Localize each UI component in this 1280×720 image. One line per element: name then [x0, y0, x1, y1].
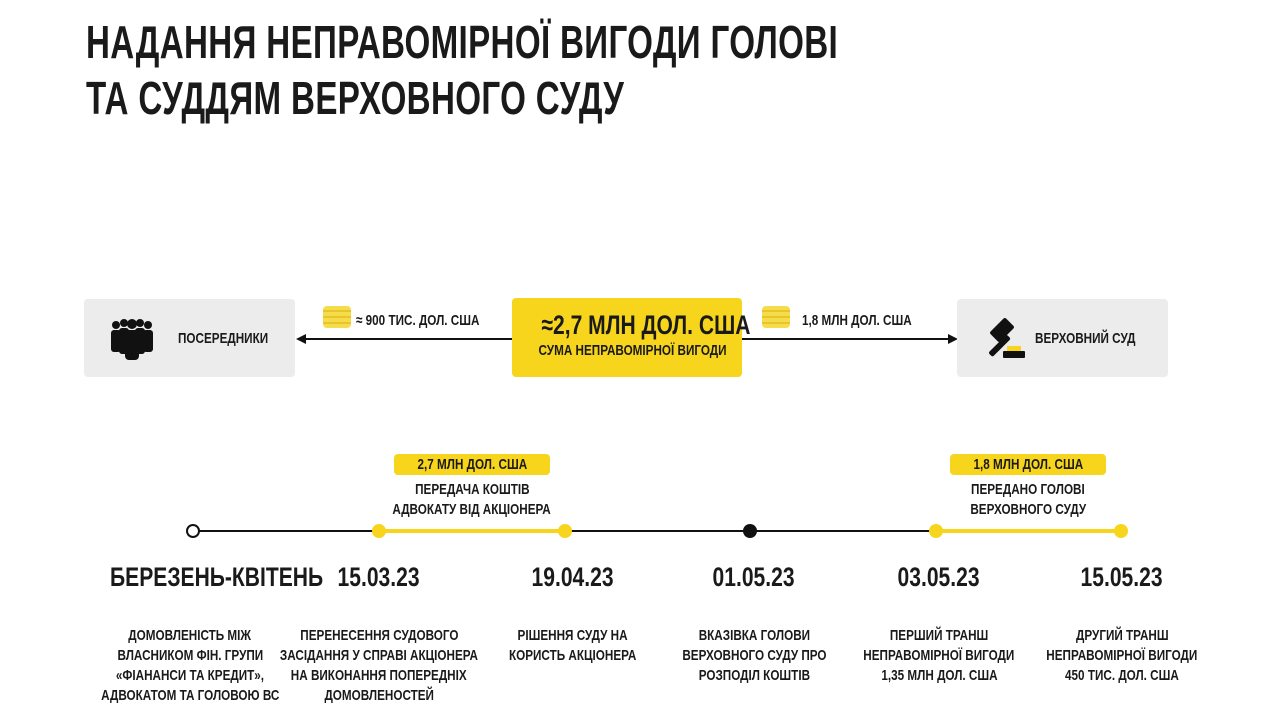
event-description: ДОМОВЛЕНІСТЬ МІЖ ВЛАСНИКОМ ФІН. ГРУПИ «ФІА…: [60, 626, 320, 706]
page-title: НАДАННЯ НЕПРАВОМІРНОЇ ВИГОДИ ГОЛОВІ ТА С…: [86, 14, 838, 126]
event-description-line: КОРИСТЬ АКЦІОНЕРА: [509, 647, 637, 664]
event-date: 15.05.23: [1002, 562, 1242, 593]
range-label-1: 2,7 МЛН ДОЛ. США ПЕРЕДАЧА КОШТІВ АДВОКАТ…: [352, 454, 592, 520]
arrow-left-head: [296, 334, 306, 344]
arrow-left-line: [300, 338, 512, 340]
event-description-line: 450 ТИС. ДОЛ. США: [1065, 667, 1179, 684]
event-description-line: ПЕРШИЙ ТРАНШ: [889, 627, 989, 644]
event-description-line: 1,35 МЛН ДОЛ. США: [880, 667, 998, 684]
coins-icon: [323, 306, 351, 328]
arrow-right-line: [742, 338, 950, 340]
range-text: ПЕРЕДАНО ГОЛОВІ: [971, 481, 1085, 498]
event-description-line: НЕПРАВОМІРНОЇ ВИГОДИ: [863, 647, 1015, 664]
event-date-text: 19.04.23: [531, 562, 614, 592]
total-amount-box: ≈2,7 МЛН ДОЛ. США СУМА НЕПРАВОМІРНОЇ ВИГ…: [512, 298, 750, 377]
total-amount: ≈2,7 МЛН ДОЛ. США: [541, 310, 751, 340]
event-description-line: «ФІАНАНСИ ТА КРЕДИТ»,: [115, 667, 265, 684]
timeline-dot: [743, 524, 757, 538]
event-description-line: АДВОКАТОМ ТА ГОЛОВОЮ ВС: [100, 687, 280, 704]
event-description-line: ВКАЗІВКА ГОЛОВИ: [698, 627, 810, 644]
title-line-1: НАДАННЯ НЕПРАВОМІРНОЇ ВИГОДИ ГОЛОВІ: [86, 16, 839, 68]
timeline-range-1: [379, 529, 565, 533]
event-description-line: НА ВИКОНАННЯ ПОПЕРЕДНІХ: [291, 667, 467, 684]
intermediaries-box: ПОСЕРЕДНИКИ: [84, 299, 295, 377]
timeline-line: [193, 530, 1121, 532]
range-amount-badge: 2,7 МЛН ДОЛ. США: [393, 454, 551, 475]
event-description-line: ЗАСІДАННЯ У СПРАВІ АКЦІОНЕРА: [279, 647, 479, 664]
event-description-line: ВЕРХОВНОГО СУДУ ПРО: [681, 647, 827, 664]
event-date-text: 01.05.23: [712, 562, 795, 592]
intermediaries-label: ПОСЕРЕДНИКИ: [178, 330, 269, 347]
event-description-line: РІШЕННЯ СУДУ НА: [517, 627, 629, 644]
timeline-dot: [558, 524, 572, 538]
event-description-line: ДОМОВЛЕНІСТЬ МІЖ: [128, 627, 252, 644]
event-description: ДРУГИЙ ТРАНШ НЕПРАВОМІРНОЇ ВИГОДИ 450 ТИС.…: [992, 626, 1252, 686]
coins-icon: [762, 306, 790, 328]
title-line-2: ТА СУДДЯМ ВЕРХОВНОГО СУДУ: [86, 72, 625, 124]
supreme-court-box: ВЕРХОВНИЙ СУД: [957, 299, 1168, 377]
event-description-line: ПЕРЕНЕСЕННЯ СУДОВОГО: [299, 627, 459, 644]
event-date-text: БЕРЕЗЕНЬ-КВІТЕНЬ: [110, 562, 324, 592]
total-caption: СУМА НЕПРАВОМІРНОЇ ВИГОДИ: [538, 342, 727, 359]
event-description-line: ДОМОВЛЕНОСТЕЙ: [324, 687, 434, 704]
gavel-icon: [989, 318, 1025, 358]
event-date: 15.03.23: [259, 562, 499, 593]
range-amount: 2,7 МЛН ДОЛ. США: [417, 456, 527, 473]
event-description: ПЕРШИЙ ТРАНШ НЕПРАВОМІРНОЇ ВИГОДИ 1,35 МЛН…: [809, 626, 1069, 686]
event-description-line: РОЗПОДІЛ КОШТІВ: [698, 667, 810, 684]
event-description: РІШЕННЯ СУДУ НА КОРИСТЬ АКЦІОНЕРА: [443, 626, 703, 666]
right-amount: 1,8 МЛН ДОЛ. США: [802, 312, 912, 329]
range-amount: 1,8 МЛН ДОЛ. США: [973, 456, 1083, 473]
event-description-line: ВЛАСНИКОМ ФІН. ГРУПИ: [117, 647, 263, 664]
range-label-2: 1,8 МЛН ДОЛ. США ПЕРЕДАНО ГОЛОВІ ВЕРХОВН…: [908, 454, 1148, 520]
event-date: БЕРЕЗЕНЬ-КВІТЕНЬ: [80, 562, 324, 593]
event-description: ВКАЗІВКА ГОЛОВИ ВЕРХОВНОГО СУДУ ПРО РОЗПОД…: [624, 626, 884, 686]
range-text: ПЕРЕДАЧА КОШТІВ: [414, 481, 530, 498]
event-description-line: НЕПРАВОМІРНОЇ ВИГОДИ: [1046, 647, 1198, 664]
event-date: 03.05.23: [819, 562, 1059, 593]
event-date: 19.04.23: [453, 562, 693, 593]
event-description: ПЕРЕНЕСЕННЯ СУДОВОГО ЗАСІДАННЯ У СПРАВІ А…: [249, 626, 509, 706]
event-date-text: 15.03.23: [337, 562, 420, 592]
range-text: АДВОКАТУ ВІД АКЦІОНЕРА: [392, 501, 552, 518]
timeline-dot: [372, 524, 386, 538]
left-amount: ≈ 900 ТИС. ДОЛ. США: [356, 312, 480, 329]
timeline-dot: [1114, 524, 1128, 538]
event-date-text: 15.05.23: [1080, 562, 1163, 592]
event-description-line: ДРУГИЙ ТРАНШ: [1075, 627, 1169, 644]
timeline-dot: [929, 524, 943, 538]
timeline-range-2: [936, 529, 1121, 533]
arrow-right-head: [948, 334, 958, 344]
range-text: ВЕРХОВНОГО СУДУ: [970, 501, 1086, 518]
event-date-text: 03.05.23: [897, 562, 980, 592]
range-amount-badge: 1,8 МЛН ДОЛ. США: [949, 454, 1107, 475]
people-group-icon: [111, 319, 153, 360]
timeline-dot: [186, 524, 200, 538]
event-date: 01.05.23: [634, 562, 874, 593]
supreme-court-label: ВЕРХОВНИЙ СУД: [1035, 330, 1136, 347]
